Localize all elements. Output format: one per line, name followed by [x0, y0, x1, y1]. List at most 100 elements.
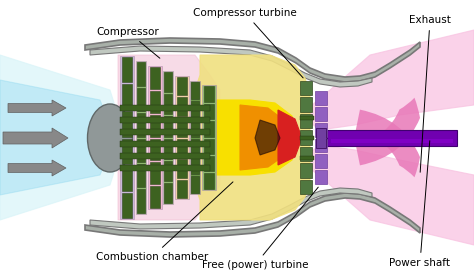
- Bar: [191, 82, 199, 99]
- Polygon shape: [120, 56, 134, 219]
- Bar: [315, 107, 327, 121]
- Bar: [120, 165, 210, 171]
- Bar: [177, 118, 187, 136]
- Polygon shape: [255, 120, 280, 155]
- Bar: [204, 156, 214, 171]
- FancyArrow shape: [8, 160, 66, 176]
- Polygon shape: [85, 38, 420, 82]
- Bar: [177, 97, 187, 116]
- Bar: [150, 67, 160, 89]
- Bar: [300, 136, 314, 140]
- Bar: [331, 139, 453, 143]
- Polygon shape: [202, 85, 216, 190]
- Polygon shape: [300, 30, 474, 130]
- Bar: [164, 139, 172, 159]
- Polygon shape: [90, 46, 372, 87]
- Bar: [122, 193, 132, 218]
- Bar: [300, 114, 312, 128]
- Polygon shape: [175, 76, 189, 199]
- Polygon shape: [0, 55, 125, 220]
- Polygon shape: [90, 188, 372, 229]
- Bar: [316, 128, 326, 148]
- Bar: [137, 189, 145, 213]
- FancyArrow shape: [3, 128, 68, 148]
- Bar: [204, 86, 214, 102]
- Text: Combustion chamber: Combustion chamber: [96, 182, 233, 262]
- Bar: [191, 101, 199, 118]
- Bar: [150, 115, 160, 136]
- Bar: [315, 91, 327, 105]
- Bar: [300, 156, 314, 160]
- Bar: [122, 57, 132, 82]
- Polygon shape: [215, 100, 298, 175]
- Bar: [137, 113, 145, 136]
- FancyArrowPatch shape: [356, 110, 420, 177]
- Bar: [300, 97, 312, 112]
- Bar: [300, 130, 312, 145]
- Bar: [164, 183, 172, 203]
- Bar: [150, 186, 160, 208]
- Polygon shape: [85, 193, 420, 237]
- Bar: [191, 157, 199, 174]
- Text: Power shaft: Power shaft: [390, 141, 450, 268]
- Bar: [191, 139, 199, 155]
- Bar: [300, 163, 312, 178]
- Bar: [177, 76, 187, 95]
- Text: Free (power) turbine: Free (power) turbine: [202, 187, 318, 270]
- Bar: [150, 139, 160, 160]
- Bar: [191, 176, 199, 193]
- Bar: [120, 129, 210, 135]
- Polygon shape: [300, 145, 474, 245]
- Bar: [300, 81, 312, 95]
- Bar: [164, 94, 172, 114]
- Bar: [204, 104, 214, 119]
- Bar: [122, 84, 132, 109]
- Polygon shape: [240, 105, 290, 170]
- Bar: [164, 161, 172, 181]
- Bar: [150, 91, 160, 112]
- FancyArrow shape: [8, 100, 66, 116]
- Bar: [327, 130, 457, 146]
- Bar: [137, 139, 145, 162]
- Bar: [315, 123, 327, 136]
- Text: Exhaust: Exhaust: [409, 15, 451, 172]
- Bar: [122, 139, 132, 164]
- Polygon shape: [118, 55, 220, 220]
- Bar: [120, 153, 210, 159]
- Text: Compressor: Compressor: [97, 27, 160, 58]
- Bar: [122, 111, 132, 136]
- Bar: [315, 154, 327, 168]
- Bar: [177, 159, 187, 178]
- Bar: [137, 164, 145, 187]
- FancyArrowPatch shape: [356, 98, 420, 165]
- Bar: [120, 117, 210, 123]
- Ellipse shape: [88, 104, 133, 172]
- Bar: [120, 141, 210, 147]
- Bar: [315, 170, 327, 184]
- Bar: [315, 139, 327, 152]
- Polygon shape: [195, 55, 310, 220]
- Polygon shape: [136, 62, 146, 213]
- Bar: [120, 105, 210, 111]
- Polygon shape: [278, 110, 302, 165]
- Bar: [204, 121, 214, 136]
- Bar: [137, 62, 145, 86]
- Bar: [204, 173, 214, 189]
- Polygon shape: [148, 66, 162, 209]
- Bar: [204, 139, 214, 154]
- Bar: [177, 180, 187, 199]
- Bar: [122, 166, 132, 191]
- Bar: [300, 147, 312, 161]
- Polygon shape: [190, 81, 200, 194]
- Bar: [164, 72, 172, 92]
- Polygon shape: [0, 80, 115, 195]
- Bar: [150, 163, 160, 184]
- Bar: [300, 116, 314, 120]
- Bar: [300, 180, 312, 194]
- Text: Compressor turbine: Compressor turbine: [193, 8, 303, 78]
- Bar: [177, 139, 187, 157]
- Bar: [164, 116, 172, 136]
- Polygon shape: [163, 71, 173, 204]
- Bar: [191, 120, 199, 136]
- Bar: [137, 88, 145, 111]
